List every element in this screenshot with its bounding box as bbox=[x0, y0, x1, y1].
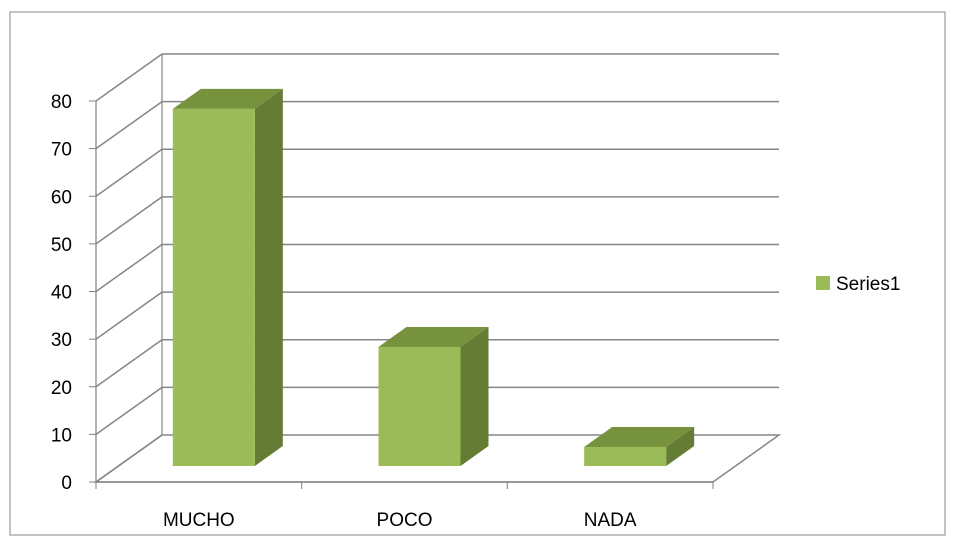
bar-top-face bbox=[172, 88, 283, 109]
chart-frame bbox=[9, 11, 946, 536]
bar-top-face bbox=[584, 426, 695, 447]
y-axis-tick-label: 60 bbox=[51, 187, 72, 208]
gridline-side bbox=[95, 196, 163, 245]
bar bbox=[584, 426, 695, 466]
x-axis-tick-label: NADA bbox=[584, 510, 637, 531]
side-wall-gridlines bbox=[95, 53, 163, 483]
bar bbox=[172, 88, 283, 466]
bar-front-face bbox=[172, 108, 255, 466]
gridline-side bbox=[95, 148, 163, 197]
bars bbox=[172, 88, 695, 466]
y-axis-tick-label: 50 bbox=[51, 235, 72, 256]
gridline-side bbox=[95, 53, 163, 102]
y-axis-tick-label: 0 bbox=[61, 473, 72, 494]
gridline-side bbox=[95, 291, 163, 340]
legend-swatch bbox=[816, 276, 830, 290]
x-axis-tick-label: POCO bbox=[377, 510, 433, 531]
bar bbox=[378, 326, 489, 466]
y-axis-tick-label: 70 bbox=[51, 140, 72, 161]
y-axis-tick-label: 20 bbox=[51, 378, 72, 399]
y-axis-tick-labels: 0 10 20 30 40 50 60 70 80 bbox=[51, 92, 72, 494]
bar-front-face bbox=[584, 446, 667, 466]
bar-side-face bbox=[254, 88, 283, 466]
bar-side-face bbox=[666, 426, 695, 466]
gridline-side bbox=[95, 101, 163, 150]
gridline-side bbox=[95, 339, 163, 388]
gridline-side bbox=[95, 243, 163, 293]
y-axis-tick-label: 30 bbox=[51, 330, 72, 351]
bar-front-face bbox=[378, 346, 461, 466]
x-axis-tick-label: MUCHO bbox=[163, 510, 235, 531]
bar-top-face bbox=[378, 326, 489, 347]
legend: Series1 bbox=[816, 274, 900, 295]
legend-label: Series1 bbox=[836, 274, 900, 295]
y-axis-tick-label: 80 bbox=[51, 92, 72, 113]
x-axis-tick-labels: MUCHO POCO NADA bbox=[163, 510, 637, 531]
y-axis-tick-label: 10 bbox=[51, 425, 72, 446]
bar-side-face bbox=[460, 326, 489, 466]
y-axis-tick-label: 40 bbox=[51, 283, 72, 304]
axes bbox=[89, 100, 714, 489]
gridline-side bbox=[95, 386, 163, 435]
